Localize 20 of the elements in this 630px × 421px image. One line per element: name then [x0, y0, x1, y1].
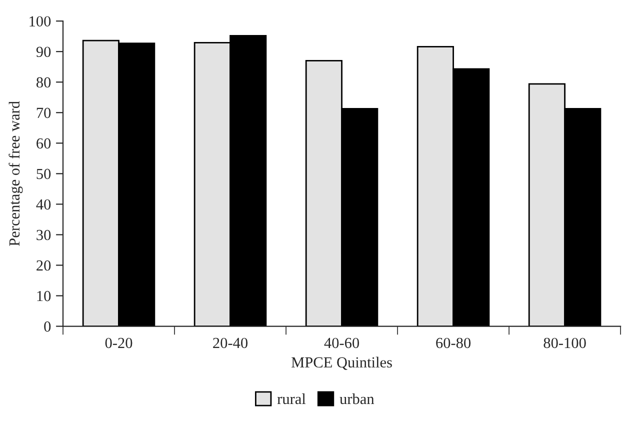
y-tick-label: 80 — [36, 77, 51, 88]
x-tick-label: 0-20 — [105, 338, 132, 348]
x-tick-label: 40-60 — [324, 338, 360, 348]
y-tick-label: 10 — [37, 290, 51, 302]
x-tick-label: 60-80 — [436, 338, 471, 348]
y-tick-label: 40 — [36, 199, 51, 210]
y-tick-label: 0 — [44, 321, 51, 332]
y-tick-label: 70 — [36, 108, 51, 118]
legend-label: rural — [277, 393, 306, 404]
legend-label: urban — [340, 393, 374, 404]
y-tick-label: 60 — [36, 138, 51, 149]
y-tick-label: 100 — [30, 16, 51, 26]
x-tick-label: 80-100 — [544, 338, 586, 348]
x-axis-title: MPCE Quintiles — [291, 356, 392, 370]
y-tick-label: 30 — [36, 230, 51, 240]
y-tick-label: 20 — [36, 260, 51, 271]
y-tick-label: 50 — [36, 168, 51, 180]
x-tick-label: 20-40 — [213, 338, 248, 348]
y-axis-title: Percentage of free ward — [8, 101, 23, 246]
y-tick-label: 90 — [36, 46, 51, 58]
